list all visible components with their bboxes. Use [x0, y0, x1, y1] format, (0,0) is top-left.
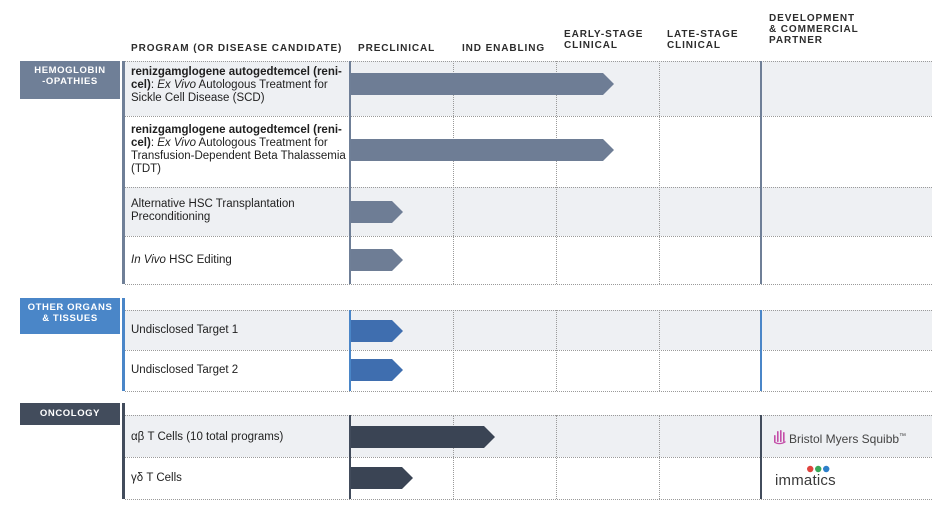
row-divider [125, 61, 932, 62]
immatics-dots-icon [807, 465, 830, 473]
progress-arrow-reni-cel-scd [351, 73, 614, 95]
progress-arrow-shape [351, 467, 413, 489]
progress-arrow-shape [351, 201, 403, 223]
progress-arrow-reni-cel-tdt [351, 139, 614, 161]
section-hemo-line1: HEMOGLOBIN [34, 65, 106, 76]
program-desc: Autologous Treatment for Sickle Cell Dis… [131, 79, 328, 104]
phase-start-line [349, 61, 351, 284]
progress-arrow-shape [351, 73, 614, 95]
phase-start-line [349, 415, 351, 499]
section-other-line1: OTHER ORGANS [27, 302, 113, 313]
progress-arrow-shape [351, 359, 403, 381]
program-name-bold: renizgamglogene autogedtemcel (reni-cel) [131, 66, 342, 91]
program-undisclosed-2: Undisclosed Target 2 [131, 364, 239, 376]
progress-arrow-ab-t-cells [351, 426, 495, 448]
bms-tm: ™ [899, 433, 907, 440]
header-partner-line2: & COMMERCIAL [769, 24, 859, 35]
partner-bms-logo: Bristol Myers Squibb™ [773, 429, 906, 446]
program-italic: Ex Vivo [157, 79, 196, 91]
section-onc-line1: ONCOLOGY [39, 408, 101, 419]
progress-arrow-shape [351, 320, 403, 342]
program-colon: : [150, 137, 158, 149]
row-divider [125, 457, 932, 458]
program-reni-cel-scd: renizgamglogene autogedtemcel (reni-cel)… [131, 66, 347, 105]
section-hemoglobinopathies: HEMOGLOBIN -OPATHIES [20, 61, 120, 99]
phase-start-line [349, 310, 351, 391]
header-program: PROGRAM (OR DISEASE CANDIDATE) [131, 43, 343, 54]
progress-arrow-in-vivo-hsc [351, 249, 403, 271]
section-other-organs: OTHER ORGANS & TISSUES [20, 298, 120, 334]
row-divider [125, 236, 932, 237]
header-partner: DEVELOPMENT & COMMERCIAL PARTNER [769, 13, 859, 46]
row-divider [125, 350, 932, 351]
program-colon: : [150, 79, 158, 91]
program-italic: In Vivo [131, 254, 166, 266]
column-divider [453, 415, 454, 499]
section-oncology: ONCOLOGY [20, 403, 120, 425]
column-divider [659, 310, 660, 391]
partner-line [760, 310, 762, 391]
partner-line [760, 61, 762, 284]
program-desc: Autologous Treatment for Transfusion-Dep… [131, 137, 346, 175]
progress-arrow-undisclosed-2 [351, 359, 403, 381]
section-bar-other [122, 298, 125, 391]
header-preclinical: PRECLINICAL [358, 43, 436, 54]
header-late-stage: LATE-STAGE CLINICAL [667, 29, 738, 51]
column-divider [659, 415, 660, 499]
header-partner-line3: PARTNER [769, 35, 823, 46]
header-late-stage-line2: CLINICAL [667, 40, 721, 51]
header-early-stage-line1: EARLY-STAGE [564, 29, 644, 40]
program-undisclosed-1: Undisclosed Target 1 [131, 324, 239, 336]
program-desc: HSC Editing [165, 254, 232, 266]
row-divider [125, 415, 932, 416]
program-gd-t-cells: γδ T Cells [131, 472, 182, 484]
section-bar-onc [122, 403, 125, 499]
section-hemo-line2: -OPATHIES [42, 76, 98, 87]
column-divider [556, 310, 557, 391]
program-italic: Ex Vivo [157, 137, 196, 149]
header-late-stage-line1: LATE-STAGE [667, 29, 739, 40]
progress-arrow-alt-hsc [351, 201, 403, 223]
header-ind-enabling: IND ENABLING [462, 43, 546, 54]
column-divider [556, 61, 557, 284]
progress-arrow-shape [351, 249, 403, 271]
header-early-stage: EARLY-STAGE CLINICAL [564, 29, 643, 51]
program-in-vivo-hsc: In Vivo HSC Editing [131, 254, 347, 267]
section-other-line2: & TISSUES [42, 313, 98, 324]
header-early-stage-line2: CLINICAL [564, 40, 618, 51]
section-bar-hemo [122, 61, 125, 284]
bms-hand-icon [774, 430, 786, 445]
column-divider [453, 61, 454, 284]
progress-arrow-gd-t-cells [351, 467, 413, 489]
row-divider [125, 310, 932, 311]
row-divider [125, 187, 932, 188]
header-partner-line1: DEVELOPMENT [769, 13, 856, 24]
progress-arrow-shape [351, 426, 495, 448]
column-divider [659, 61, 660, 284]
column-divider [453, 310, 454, 391]
row-stripe [125, 415, 932, 457]
row-divider [125, 391, 932, 392]
partner-line [760, 415, 762, 499]
partner-immatics-logo: immatics [775, 465, 836, 488]
progress-arrow-undisclosed-1 [351, 320, 403, 342]
program-ab-t-cells: αβ T Cells (10 total programs) [131, 431, 284, 443]
row-stripe [125, 310, 932, 350]
program-reni-cel-tdt: renizgamglogene autogedtemcel (reni-cel)… [131, 124, 347, 176]
column-divider [556, 415, 557, 499]
row-divider [125, 284, 932, 285]
program-name-bold: renizgamglogene autogedtemcel (reni-cel) [131, 124, 342, 149]
bms-wordmark: Bristol Myers Squibb [789, 432, 900, 446]
program-alt-hsc: Alternative HSC Transplantation Precondi… [131, 198, 295, 223]
immatics-wordmark: immatics [775, 472, 836, 489]
row-divider [125, 499, 932, 500]
progress-arrow-shape [351, 139, 614, 161]
row-stripe [125, 187, 932, 236]
row-divider [125, 116, 932, 117]
